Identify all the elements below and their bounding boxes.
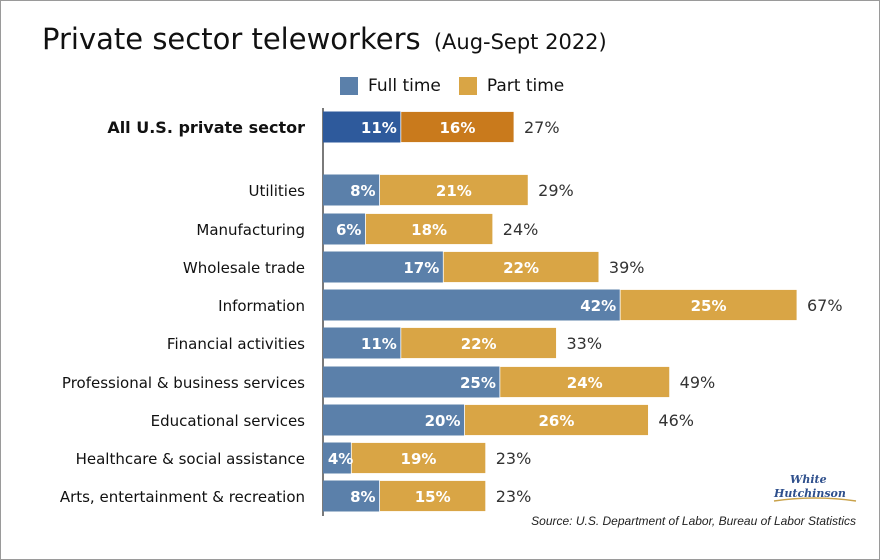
data-label-part-time: 19% [401,450,437,468]
bar-full-time [323,404,465,436]
data-label-part-time: 22% [503,259,539,277]
bar-full-time [323,442,352,474]
bar-part-time [442,251,600,283]
bar-full-time [323,251,444,283]
bar-part-time [499,366,671,398]
data-label-total: 46% [658,411,694,430]
data-label-part-time: 15% [415,488,451,506]
bar-full-time [323,327,401,359]
bar-full-time [323,366,500,398]
logo-text-hutchinson: Hutchinson [773,487,846,500]
category-label: Wholesale trade [183,259,305,277]
data-label-total: 24% [503,220,539,239]
source-note: Source: U.S. Department of Labor, Bureau… [531,514,856,528]
data-label-full-time: 25% [460,374,496,392]
data-label-total: 49% [680,373,716,392]
bar-part-time [379,174,529,206]
bar-part-time [400,327,557,359]
data-label-full-time: 4% [328,450,353,468]
bar-part-time [365,213,494,245]
bar-part-time [379,480,487,512]
legend-swatch-full-time [340,77,358,95]
category-label: Financial activities [167,335,305,353]
category-label: All U.S. private sector [107,118,305,137]
bar-full-time [323,213,366,245]
category-label: Educational services [151,412,306,430]
legend-item-full-time: Full time [340,76,441,96]
data-label-total: 27% [524,118,560,137]
data-label-total: 39% [609,258,645,277]
bar-full-time [323,480,380,512]
data-label-total: 23% [496,487,532,506]
data-label-full-time: 11% [361,335,397,353]
logo-text-white: White [790,473,827,486]
data-label-full-time: 8% [350,488,375,506]
category-label: Professional & business services [62,374,305,392]
bar-full-time [323,111,401,143]
bar-part-time [350,442,487,474]
data-label-part-time: 18% [411,221,447,239]
category-label: Utilities [249,182,306,200]
category-label: Information [218,297,305,315]
chart-title: Private sector teleworkers (Aug-Sept 202… [42,22,607,56]
bar-full-time [323,289,621,321]
data-label-total: 23% [496,449,532,468]
data-label-full-time: 42% [580,297,616,315]
data-label-part-time: 24% [567,374,603,392]
bar-part-time [464,404,649,436]
white-hutchinson-logo: White Hutchinson [773,473,857,502]
data-label-total: 67% [807,296,843,315]
category-label: Healthcare & social assistance [76,450,305,468]
bar-part-time [400,111,515,143]
bar-part-time [619,289,798,321]
subtitle-text: (Aug-Sept 2022) [433,30,607,54]
data-label-part-time: 25% [691,297,727,315]
data-label-part-time: 26% [539,412,575,430]
data-label-full-time: 6% [336,221,361,239]
data-label-part-time: 21% [436,182,472,200]
legend-label-full-time: Full time [368,76,441,96]
category-label: Manufacturing [196,221,305,239]
logo-swoosh [773,497,857,502]
legend-label-part-time: Part time [486,76,565,96]
legend: Full time Part time [340,76,582,96]
data-label-part-time: 22% [461,335,497,353]
data-label-full-time: 20% [425,412,461,430]
data-label-full-time: 8% [350,182,375,200]
legend-swatch-part-time [458,77,477,95]
bar-full-time [323,174,380,206]
data-label-total: 33% [566,334,602,353]
title-text: Private sector teleworkers [42,22,421,56]
data-label-part-time: 16% [439,119,475,137]
data-label-total: 29% [538,181,574,200]
category-label: Arts, entertainment & recreation [60,488,305,506]
data-label-full-time: 11% [361,119,397,137]
data-label-full-time: 17% [403,259,439,277]
legend-item-part-time: Part time [458,76,565,96]
